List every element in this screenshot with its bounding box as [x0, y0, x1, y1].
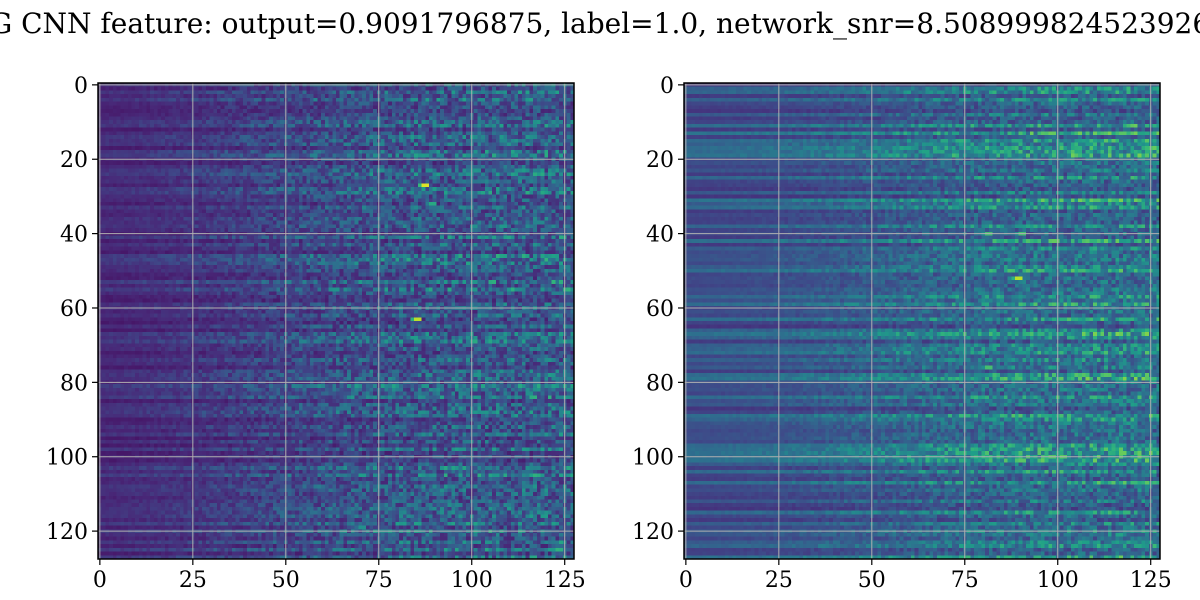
x-tick-label: 75 [951, 568, 979, 593]
y-tick-label: 0 [74, 74, 88, 99]
x-tick-label: 100 [451, 568, 493, 593]
x-tick-label: 125 [1130, 568, 1172, 593]
y-tick-label: 40 [60, 223, 88, 248]
x-tick-label: 50 [272, 568, 300, 593]
y-tick-label: 40 [646, 223, 674, 248]
y-ticks-right: 0 20 40 60 80 100 120 [632, 74, 684, 545]
y-tick-label: 20 [60, 148, 88, 173]
y-tick-label: 120 [632, 520, 674, 545]
x-tick-label: 50 [858, 568, 886, 593]
plot-frame-left [97, 82, 575, 560]
y-tick-label: 80 [60, 371, 88, 396]
y-tick-label: 100 [632, 446, 674, 471]
y-tick-label: 80 [646, 371, 674, 396]
y-tick-label: 60 [60, 297, 88, 322]
x-ticks-left: 0 25 50 75 100 125 [93, 559, 586, 593]
y-tick-label: 100 [46, 446, 88, 471]
heatmap-cells-left [98, 83, 574, 559]
heatmap-cells-right [684, 83, 1160, 559]
x-tick-label: 75 [365, 568, 393, 593]
x-tick-label: 125 [544, 568, 586, 593]
y-tick-label: 60 [646, 297, 674, 322]
y-ticks-left: 0 20 40 60 80 100 120 [46, 74, 98, 545]
y-tick-label: 0 [660, 74, 674, 99]
grid-right [684, 83, 1160, 559]
y-tick-label: 20 [646, 148, 674, 173]
heatmap-image [684, 83, 1160, 559]
heatmap-image [98, 83, 574, 559]
x-ticks-right: 0 25 50 75 100 125 [679, 559, 1172, 593]
x-tick-label: 25 [179, 568, 207, 593]
heatmap-panel-right: 0 25 50 75 100 125 0 20 40 60 80 100 120 [632, 74, 1172, 593]
x-tick-label: 25 [765, 568, 793, 593]
x-tick-label: 100 [1037, 568, 1079, 593]
chart-title: G CNN feature: output=0.9091796875, labe… [0, 7, 1200, 40]
x-tick-label: 0 [93, 568, 107, 593]
grid-left [98, 83, 574, 559]
y-tick-label: 120 [46, 520, 88, 545]
plot-frame-right [683, 82, 1161, 560]
heatmap-panel-left: 0 25 50 75 100 125 0 20 40 60 80 100 120 [46, 74, 586, 593]
x-tick-label: 0 [679, 568, 693, 593]
